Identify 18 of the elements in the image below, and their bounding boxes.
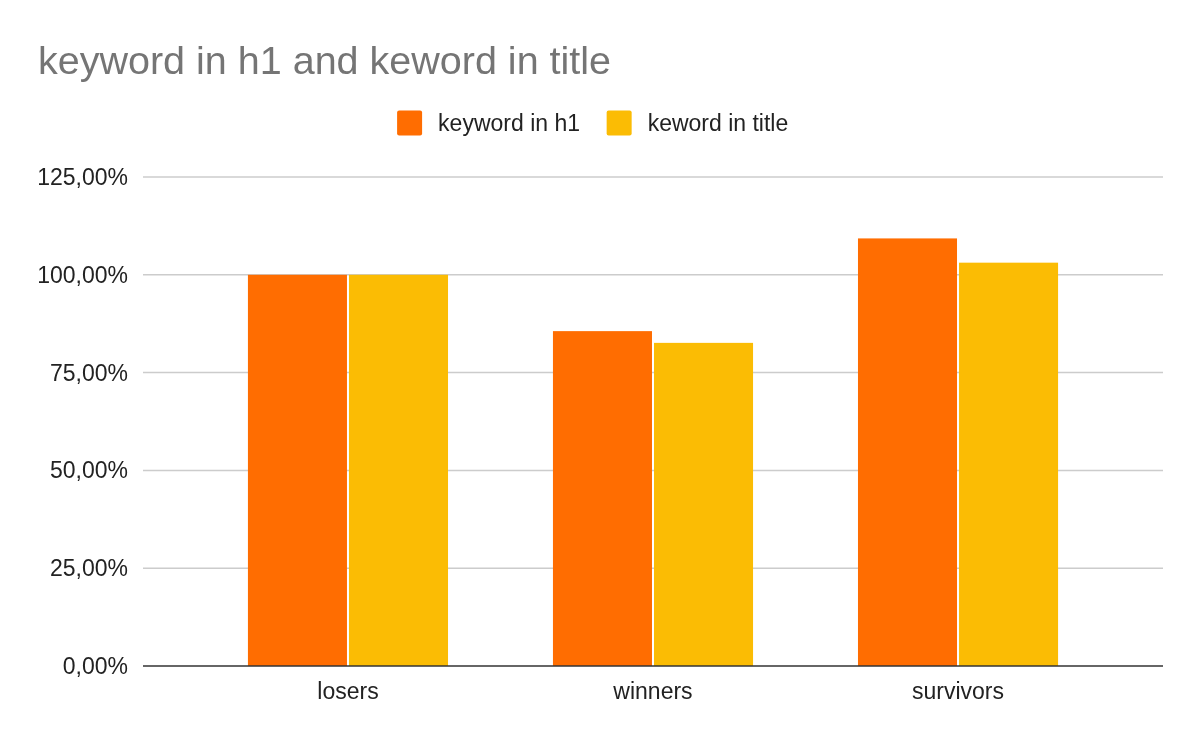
bar: [247, 274, 347, 666]
y-tick-label: 50,00%: [49, 457, 128, 484]
x-tick-label: winners: [612, 678, 693, 705]
y-tick-label: 75,00%: [49, 359, 128, 386]
bar: [348, 274, 449, 666]
y-tick-label: 0,00%: [62, 653, 128, 680]
y-tick-label: 25,00%: [49, 555, 128, 582]
bar: [959, 262, 1059, 666]
x-tick-label: losers: [317, 678, 379, 705]
y-tick-label: 100,00%: [37, 261, 128, 288]
chart-title: keyword in h1 and keword in title: [38, 38, 612, 82]
bar: [552, 331, 652, 666]
legend-label: keyword in h1: [438, 110, 581, 137]
x-tick-label: survivors: [912, 678, 1005, 705]
y-tick-label: 125,00%: [37, 164, 128, 191]
bar: [654, 342, 754, 666]
legend-label: keword in title: [647, 110, 789, 137]
bar: [857, 238, 958, 666]
